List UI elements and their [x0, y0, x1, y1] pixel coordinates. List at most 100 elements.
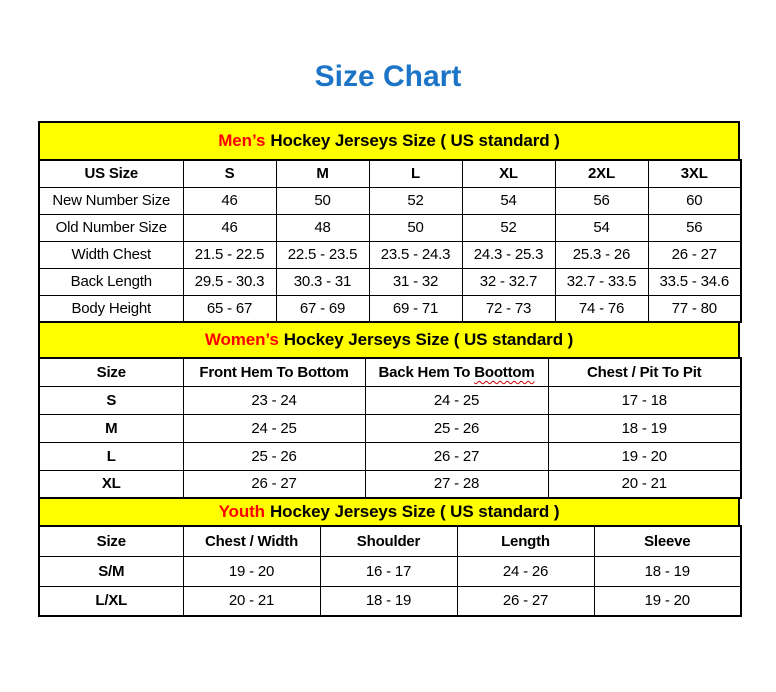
header-text: Back Hem To	[378, 363, 471, 381]
size-value-cell: 26 - 27	[182, 469, 366, 499]
womens-size-table: Size Front Hem To Bottom Back Hem To Boo…	[38, 357, 742, 499]
womens-section-banner: Women’s Hockey Jerseys Size ( US standar…	[38, 321, 740, 359]
row-label: Back Length	[38, 267, 184, 296]
row-label: L	[38, 441, 184, 471]
page-title: Size Chart	[314, 60, 462, 93]
mens-banner-highlight: Men’s	[218, 131, 266, 150]
mens-banner-text: Hockey Jerseys Size ( US standard )	[270, 131, 560, 150]
size-value-cell: 26 - 27	[456, 585, 595, 617]
table-row: Old Number Size 46 48 50 52 54 56	[38, 213, 742, 242]
size-value-cell: 32.7 - 33.5	[554, 267, 649, 296]
youth-banner-text: Hockey Jerseys Size ( US standard )	[269, 502, 560, 521]
size-value-cell: 67 - 69	[275, 294, 370, 323]
youth-section-banner: Youth Hockey Jerseys Size ( US standard …	[38, 497, 740, 527]
row-label: L/XL	[38, 585, 184, 617]
youth-header-row: Size Chest / Width Shoulder Length Sleev…	[38, 525, 742, 557]
column-header: Chest / Pit To Pit	[547, 357, 742, 387]
size-value-cell: 46	[182, 213, 277, 242]
size-value-cell: 60	[647, 186, 742, 215]
column-header: Size	[38, 525, 184, 557]
size-value-cell: 23.5 - 24.3	[368, 240, 463, 269]
column-header: 3XL	[647, 159, 742, 188]
size-value-cell: 25 - 26	[364, 413, 549, 443]
youth-banner-highlight: Youth	[218, 502, 266, 521]
size-value-cell: 19 - 20	[547, 441, 742, 471]
table-row: Body Height 65 - 67 67 - 69 69 - 71 72 -…	[38, 294, 742, 323]
row-label: New Number Size	[38, 186, 184, 215]
size-value-cell: 32 - 32.7	[461, 267, 556, 296]
size-value-cell: 29.5 - 30.3	[182, 267, 277, 296]
size-value-cell: 25.3 - 26	[554, 240, 649, 269]
mens-header-row: US Size S M L XL 2XL 3XL	[38, 159, 742, 188]
table-row: Width Chest 21.5 - 22.5 22.5 - 23.5 23.5…	[38, 240, 742, 269]
size-value-cell: 24.3 - 25.3	[461, 240, 556, 269]
size-value-cell: 16 - 17	[319, 555, 458, 587]
womens-banner-highlight: Women’s	[204, 330, 279, 349]
size-value-cell: 20 - 21	[547, 469, 742, 499]
row-label: S	[38, 385, 184, 415]
size-value-cell: 74 - 76	[554, 294, 649, 323]
size-value-cell: 46	[182, 186, 277, 215]
table-row: S/M 19 - 20 16 - 17 24 - 26 18 - 19	[38, 555, 742, 587]
table-row: M 24 - 25 25 - 26 18 - 19	[38, 413, 742, 443]
size-value-cell: 54	[461, 186, 556, 215]
size-value-cell: 18 - 19	[547, 413, 742, 443]
size-value-cell: 31 - 32	[368, 267, 463, 296]
row-label: Old Number Size	[38, 213, 184, 242]
size-value-cell: 30.3 - 31	[275, 267, 370, 296]
title-area: Size Chart	[0, 0, 776, 121]
size-value-cell: 27 - 28	[364, 469, 549, 499]
size-value-cell: 26 - 27	[647, 240, 742, 269]
table-row: L/XL 20 - 21 18 - 19 26 - 27 19 - 20	[38, 585, 742, 617]
table-row: S 23 - 24 24 - 25 17 - 18	[38, 385, 742, 415]
size-value-cell: 23 - 24	[182, 385, 366, 415]
size-value-cell: 52	[368, 186, 463, 215]
size-value-cell: 56	[647, 213, 742, 242]
youth-size-table: Size Chest / Width Shoulder Length Sleev…	[38, 525, 742, 617]
size-value-cell: 22.5 - 23.5	[275, 240, 370, 269]
size-value-cell: 18 - 19	[319, 585, 458, 617]
size-value-cell: 19 - 20	[182, 555, 321, 587]
size-value-cell: 20 - 21	[182, 585, 321, 617]
size-value-cell: 77 - 80	[647, 294, 742, 323]
size-value-cell: 72 - 73	[461, 294, 556, 323]
size-value-cell: 33.5 - 34.6	[647, 267, 742, 296]
size-value-cell: 56	[554, 186, 649, 215]
size-value-cell: 17 - 18	[547, 385, 742, 415]
row-label: M	[38, 413, 184, 443]
column-header: Length	[456, 525, 595, 557]
row-label: XL	[38, 469, 184, 499]
size-value-cell: 18 - 19	[593, 555, 742, 587]
row-label: S/M	[38, 555, 184, 587]
column-header: Shoulder	[319, 525, 458, 557]
size-value-cell: 24 - 25	[182, 413, 366, 443]
mens-section-banner: Men’s Hockey Jerseys Size ( US standard …	[38, 121, 740, 161]
size-value-cell: 65 - 67	[182, 294, 277, 323]
column-header: M	[275, 159, 370, 188]
size-value-cell: 52	[461, 213, 556, 242]
womens-banner-text: Hockey Jerseys Size ( US standard )	[283, 330, 574, 349]
size-value-cell: 54	[554, 213, 649, 242]
size-value-cell: 48	[275, 213, 370, 242]
column-header: L	[368, 159, 463, 188]
womens-header-row: Size Front Hem To Bottom Back Hem To Boo…	[38, 357, 742, 387]
column-header: Sleeve	[593, 525, 742, 557]
column-header: 2XL	[554, 159, 649, 188]
size-value-cell: 24 - 25	[364, 385, 549, 415]
size-value-cell: 50	[368, 213, 463, 242]
row-label: Body Height	[38, 294, 184, 323]
size-value-cell: 25 - 26	[182, 441, 366, 471]
size-value-cell: 69 - 71	[368, 294, 463, 323]
column-header: XL	[461, 159, 556, 188]
column-header: S	[182, 159, 277, 188]
size-chart-block: Men’s Hockey Jerseys Size ( US standard …	[38, 121, 742, 617]
size-value-cell: 19 - 20	[593, 585, 742, 617]
column-header: Size	[38, 357, 184, 387]
column-header: US Size	[38, 159, 184, 188]
size-value-cell: 50	[275, 186, 370, 215]
column-header: Chest / Width	[182, 525, 321, 557]
row-label: Width Chest	[38, 240, 184, 269]
column-header-misspelled: Back Hem To Boottom	[364, 357, 549, 387]
misspelled-word-squiggle: Boottom	[474, 363, 535, 381]
